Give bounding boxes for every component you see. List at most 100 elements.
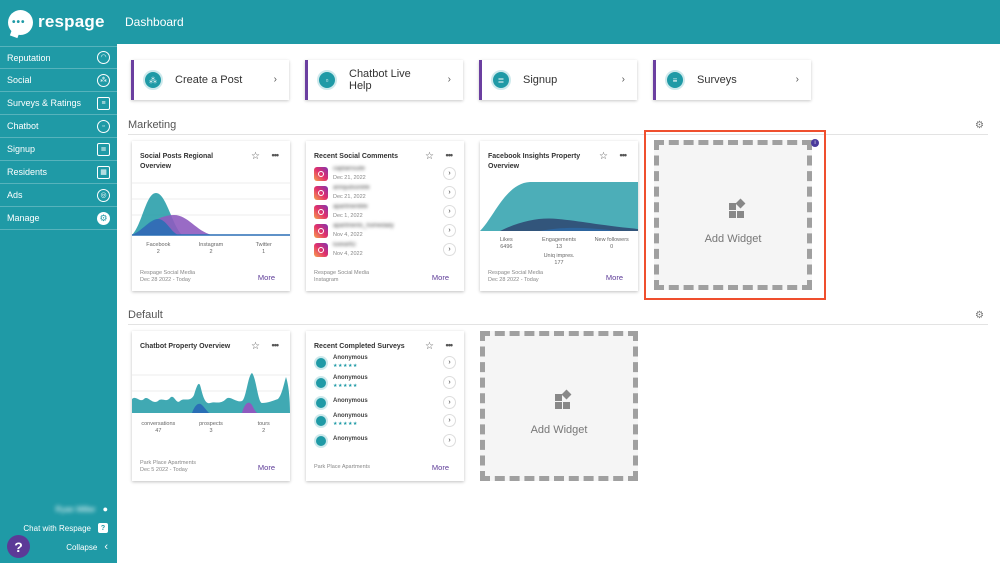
- list-item[interactable]: Anonymous ★★★★★ ›: [314, 413, 456, 432]
- stat-engagements: Engagements 13: [542, 237, 576, 250]
- chevron-right-icon[interactable]: ›: [443, 414, 456, 427]
- chevron-right-icon[interactable]: ›: [443, 205, 456, 218]
- gear-icon[interactable]: ⚙: [975, 120, 984, 131]
- chevron-right-icon[interactable]: ›: [443, 167, 456, 180]
- stat-uniq-impressions: Uniq impres. 177: [543, 253, 575, 266]
- list-item[interactable]: luxeartt2 Nov 4, 2022 ›: [314, 242, 456, 261]
- building-icon: ▦: [97, 165, 110, 179]
- chevron-right-icon[interactable]: ›: [443, 186, 456, 199]
- sidebar-item-manage[interactable]: Manage ⚙: [0, 207, 117, 230]
- list-item[interactable]: Anonymous ★★★★★ ›: [314, 355, 456, 374]
- star-icon[interactable]: ☆: [425, 151, 434, 162]
- help-button[interactable]: ?: [7, 535, 30, 558]
- list-item[interactable]: captainsuite Dec 21, 2022 ›: [314, 166, 456, 185]
- user-icon: ●: [102, 504, 108, 514]
- create-post-button[interactable]: ⁂ Create a Post ›: [131, 60, 289, 100]
- add-widget-marketing[interactable]: Add Widget: [654, 140, 812, 290]
- more-options-icon[interactable]: •••: [271, 340, 280, 350]
- star-icon[interactable]: ☆: [251, 151, 260, 162]
- chevron-right-icon[interactable]: ›: [443, 243, 456, 256]
- robot-icon: ▫: [97, 119, 110, 133]
- sidebar-item-signup[interactable]: Signup ≣: [0, 138, 117, 161]
- clipboard-icon: ≡: [665, 70, 685, 90]
- user-menu[interactable]: Ryan Miller ●: [0, 502, 117, 516]
- respage-logo[interactable]: ••• respage: [8, 9, 105, 35]
- quick-action-label: Create a Post: [175, 74, 243, 86]
- list-item[interactable]: Anonymous ★★★★★ ›: [314, 375, 456, 394]
- star-icon[interactable]: ☆: [425, 341, 434, 352]
- chevron-right-icon[interactable]: ›: [443, 356, 456, 369]
- chat-bubble-icon: •••: [8, 9, 33, 35]
- chatbot-live-help-button[interactable]: ▫ Chatbot Live Help ›: [305, 60, 463, 100]
- gear-icon[interactable]: ⚙: [975, 310, 984, 321]
- more-link[interactable]: More: [605, 273, 623, 282]
- widgets-icon: [555, 389, 573, 409]
- gauge-icon: ◠: [97, 51, 110, 64]
- logo-text: respage: [38, 12, 105, 31]
- user-name: Ryan Miller: [55, 504, 96, 514]
- stat-new-followers: New followers 0: [594, 237, 629, 250]
- robot-icon: ▫: [317, 70, 337, 90]
- widget-chatbot-property: Chatbot Property Overview ☆ ••• conversa…: [132, 331, 290, 481]
- sidebar-item-reputation[interactable]: Reputation ◠: [0, 46, 117, 69]
- widget-stats-row2: Uniq impres. 177: [480, 253, 638, 267]
- collapse-label: Collapse: [66, 542, 98, 552]
- stat-conversations: conversations 47: [141, 421, 176, 434]
- widget-recent-surveys: Recent Completed Surveys ☆ ••• Anonymous…: [306, 331, 464, 481]
- sidebar-item-ads[interactable]: Ads ◎: [0, 184, 117, 207]
- chevron-right-icon[interactable]: ›: [443, 376, 456, 389]
- more-options-icon[interactable]: •••: [271, 150, 280, 160]
- sidebar-item-chatbot[interactable]: Chatbot ▫: [0, 115, 117, 138]
- sidebar-item-label: Surveys & Ratings: [7, 98, 82, 108]
- survey-icon: [314, 356, 328, 370]
- section-divider: [128, 134, 988, 135]
- survey-icon: [314, 434, 328, 448]
- survey-icon: [314, 396, 328, 410]
- sidebar-item-social[interactable]: Social ⁂: [0, 69, 117, 92]
- widget-footer: Park Place Apartments Dec 5 2022 - Today: [140, 460, 196, 473]
- more-link[interactable]: More: [257, 273, 275, 282]
- stat-prospects: prospects 3: [199, 421, 223, 434]
- widget-title: Chatbot Property Overview: [140, 343, 231, 350]
- chevron-right-icon[interactable]: ›: [443, 224, 456, 237]
- widget-footer: Park Place Apartments: [314, 464, 370, 470]
- section-divider: [128, 324, 988, 325]
- list-item[interactable]: apartmentlife Dec 1, 2022 ›: [314, 204, 456, 223]
- star-icon[interactable]: ☆: [599, 151, 608, 162]
- add-widget-default[interactable]: Add Widget: [480, 331, 638, 481]
- chevron-right-icon[interactable]: ›: [443, 434, 456, 447]
- stat-twitter: Twitter 1: [255, 242, 272, 255]
- chevron-right-icon: ›: [447, 74, 451, 85]
- people-icon: ⁂: [97, 73, 110, 87]
- quick-action-label: Signup: [523, 74, 558, 86]
- more-link[interactable]: More: [431, 273, 449, 282]
- top-header: Dashboard: [117, 0, 1000, 44]
- list-item[interactable]: Anonymous ›: [314, 395, 456, 414]
- question-square-icon: ?: [98, 523, 108, 533]
- more-options-icon[interactable]: •••: [619, 150, 628, 160]
- info-icon[interactable]: i: [811, 139, 819, 147]
- signup-button[interactable]: ≣ Signup ›: [479, 60, 637, 100]
- sidebar-item-label: Ads: [7, 190, 23, 200]
- more-options-icon[interactable]: •••: [445, 340, 454, 350]
- list-item[interactable]: Anonymous ›: [314, 433, 456, 452]
- list-item[interactable]: annijudsonlife Dec 21, 2022 ›: [314, 185, 456, 204]
- form-icon: ≣: [97, 142, 110, 156]
- sidebar-item-residents[interactable]: Residents ▦: [0, 161, 117, 184]
- surveys-button[interactable]: ≡ Surveys ›: [653, 60, 811, 100]
- section-title-default: Default: [128, 309, 163, 321]
- more-link[interactable]: More: [431, 463, 449, 472]
- widget-stats: conversations 47 prospects 3 tours 2: [132, 421, 290, 435]
- chat-with-respage[interactable]: Chat with Respage ?: [0, 521, 117, 535]
- social-group-icon: ⁂: [143, 70, 163, 90]
- collapse-button[interactable]: Collapse ‹: [0, 540, 117, 554]
- more-options-icon[interactable]: •••: [445, 150, 454, 160]
- list-item[interactable]: apartments_homedaily Nov 4, 2022 ›: [314, 223, 456, 242]
- more-link[interactable]: More: [257, 463, 275, 472]
- add-widget-label: Add Widget: [530, 424, 588, 436]
- survey-icon: [314, 376, 328, 390]
- sidebar-item-surveys-ratings[interactable]: Surveys & Ratings ≡: [0, 92, 117, 115]
- quick-action-label: Surveys: [697, 74, 737, 86]
- chevron-right-icon[interactable]: ›: [443, 396, 456, 409]
- star-icon[interactable]: ☆: [251, 341, 260, 352]
